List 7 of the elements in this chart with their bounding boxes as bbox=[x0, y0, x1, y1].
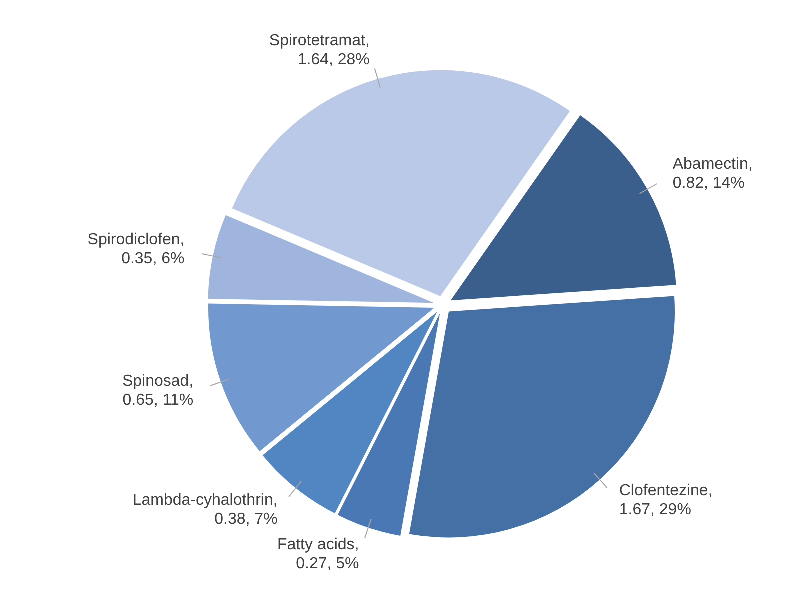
slice-label: Lambda-cyhalothrin, 0.38, 7% bbox=[132, 492, 278, 528]
slice-label: Clofentezine, 1.67, 29% bbox=[619, 482, 713, 518]
slice-label: Spirodiclofen, 0.35, 6% bbox=[88, 231, 185, 268]
slice-label: Spirotetramat, 1.64, 28% bbox=[269, 32, 370, 68]
slice-label: Fatty acids, 0.27, 5% bbox=[277, 536, 360, 572]
slice-label: Abamectin, 0.82, 14% bbox=[672, 156, 753, 192]
slice-label: Spinosad, 0.65, 11% bbox=[122, 372, 194, 409]
